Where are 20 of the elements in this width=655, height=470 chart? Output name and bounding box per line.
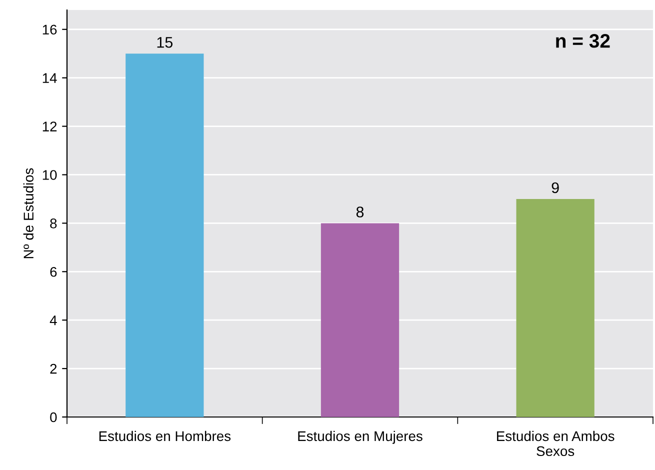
y-tick-label: 2 (50, 364, 57, 374)
data-label: 9 (552, 182, 559, 194)
y-axis-title: Nº de Estudios (23, 168, 34, 258)
y-tick-label: 12 (42, 122, 57, 132)
data-label: 15 (157, 37, 173, 48)
x-tick-label: Estudios en Hombres (99, 430, 231, 442)
y-tick-label: 10 (42, 170, 57, 180)
y-tick-label: 16 (42, 24, 57, 35)
bar (320, 223, 400, 417)
y-tick-label: 8 (50, 218, 57, 228)
annotation: n = 32 (556, 34, 610, 48)
bar (516, 198, 594, 417)
x-tick-label: Estudios en Ambos Sexos (497, 430, 614, 456)
bar (126, 54, 204, 417)
y-tick-label: 14 (42, 73, 57, 83)
y-tick-label: 4 (50, 316, 57, 326)
y-tick-label: 6 (50, 266, 57, 277)
x-tick-label: Estudios en Mujeres (298, 430, 422, 444)
data-label: 8 (356, 206, 364, 218)
y-tick-label: 0 (50, 412, 57, 422)
